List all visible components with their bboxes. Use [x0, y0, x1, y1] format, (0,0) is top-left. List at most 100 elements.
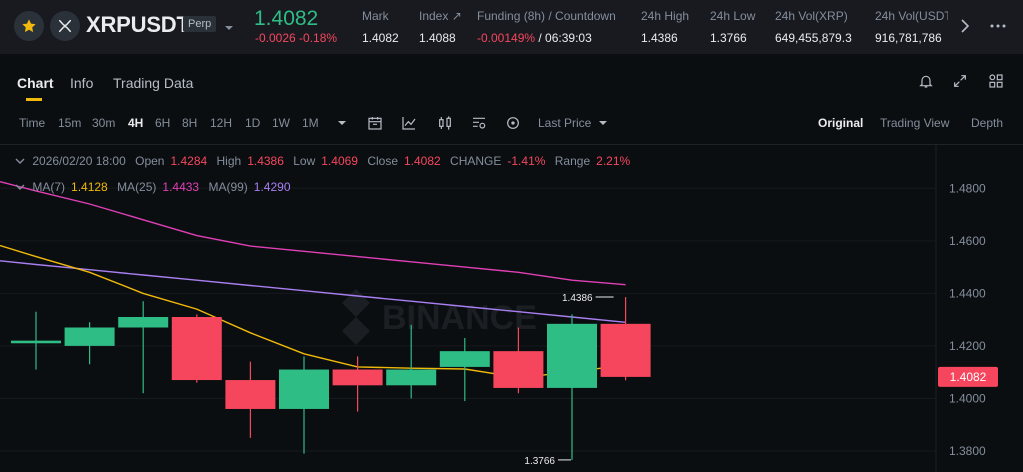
- candle-body: [386, 369, 437, 386]
- tab-chart[interactable]: Chart: [17, 75, 54, 91]
- more-button[interactable]: [984, 12, 1012, 40]
- candle-body: [332, 369, 383, 386]
- timeframe-1[interactable]: 15m: [58, 116, 82, 130]
- timeframe-0[interactable]: Time: [19, 116, 46, 130]
- candle-body: [547, 323, 597, 388]
- stats-next-button[interactable]: [955, 12, 975, 40]
- y-tick-label: 1.4200: [949, 339, 986, 353]
- timeframe-9[interactable]: 1M: [302, 116, 319, 130]
- indicators-button[interactable]: [400, 114, 418, 132]
- stat-6: 24h Vol(USDT) 916,781,786: [875, 9, 948, 45]
- candle-body: [493, 351, 544, 388]
- expand-icon: [954, 75, 966, 87]
- last-price: 1.4082: [254, 7, 319, 30]
- symbol-dropdown[interactable]: [224, 19, 234, 37]
- y-tick-label: 1.3800: [949, 444, 986, 458]
- contract-type-badge: Perp: [183, 16, 217, 32]
- xrp-icon: [58, 19, 72, 33]
- stat-5: 24h Vol(XRP) 649,455,879.3: [775, 9, 852, 45]
- candlestick-icon: [439, 116, 451, 130]
- watermark-logo: [342, 289, 370, 345]
- low-value: 1.4069: [321, 154, 358, 168]
- chevron-right-icon: [961, 19, 969, 33]
- alert-button[interactable]: [916, 71, 936, 91]
- tab-trading-data[interactable]: Trading Data: [113, 75, 194, 91]
- price-type-dropdown[interactable]: Last Price: [538, 116, 608, 130]
- bell-icon: [919, 75, 933, 88]
- chart-area[interactable]: BINANCE 1.4800 1.4600 1.4400 1.4200 1.4000 1.3…: [0, 145, 1023, 472]
- candle-body: [171, 317, 222, 381]
- high-value: 1.4386: [247, 154, 284, 168]
- ma99-value: 1.4290: [253, 180, 291, 194]
- ma7-label: MA(7): [32, 180, 66, 194]
- open-value: 1.4284: [170, 154, 208, 168]
- stat-label: Index ↗: [419, 9, 462, 23]
- view-option-0[interactable]: Original: [818, 116, 864, 130]
- timeframe-7[interactable]: 1D: [245, 116, 261, 130]
- ma99-label: MA(99): [208, 180, 248, 194]
- stat-value: -0.00149% / 06:39:03: [477, 31, 616, 45]
- stat-value-countdown: / 06:39:03: [535, 31, 592, 45]
- layout-button[interactable]: [986, 71, 1006, 91]
- low-label: Low: [293, 154, 316, 168]
- stat-label: 24h Vol(XRP): [775, 9, 848, 23]
- toolbar-divider: [0, 144, 1023, 145]
- timeframe-6[interactable]: 12H: [210, 116, 233, 130]
- change-label: CHANGE: [450, 154, 502, 168]
- current-price-label: 1.4082: [950, 370, 987, 384]
- chart-toolbar: Time 15m 30m 4H 6H 8H 12H 1D 1W 1M Last Price Ori…: [0, 108, 1023, 138]
- calendar-button[interactable]: [366, 114, 384, 132]
- stat-value: 1.4088: [419, 31, 462, 45]
- stat-4: 24h Low 1.3766: [710, 9, 755, 45]
- stat-value-main: 1.3766: [710, 31, 747, 45]
- view-option-2[interactable]: Depth: [971, 116, 1004, 130]
- chart-type-button[interactable]: [436, 114, 454, 132]
- stat-value: 649,455,879.3: [775, 31, 852, 45]
- stat-value: 1.4386: [641, 31, 689, 45]
- stat-value-main: 1.4088: [419, 31, 456, 45]
- fullscreen-button[interactable]: [950, 71, 970, 91]
- candle-body: [64, 327, 115, 346]
- timeframe-5[interactable]: 8H: [182, 116, 198, 130]
- chart-settings-button[interactable]: [470, 114, 488, 132]
- symbol-name[interactable]: XRPUSDT: [86, 12, 190, 37]
- candlestick-chart[interactable]: BINANCE 1.4800 1.4600 1.4400 1.4200 1.4000 1.3…: [0, 145, 1023, 472]
- stat-1: Index ↗ 1.4088: [419, 9, 462, 45]
- calendar-icon: [368, 117, 382, 130]
- ticker-header: XRPUSDT Perp 1.4082 -0.0026 -0.18% Mark 1…: [0, 0, 1023, 54]
- stat-3: 24h High 1.4386: [641, 9, 689, 45]
- candle-body: [279, 369, 329, 409]
- view-option-1[interactable]: Trading View: [880, 116, 950, 130]
- timeframe-4[interactable]: 6H: [155, 116, 171, 130]
- watermark-text: BINANCE: [382, 299, 537, 337]
- stat-value-main: -0.00149%: [477, 31, 536, 45]
- settings-list-icon: [473, 117, 486, 129]
- candle-body: [439, 351, 490, 367]
- high-label: High: [216, 154, 242, 168]
- timeframe-3[interactable]: 4H: [128, 116, 144, 130]
- ohlc-legend: 2026/02/20 18:00 Open 1.4284 High 1.4386 L…: [15, 154, 636, 168]
- favorite-button[interactable]: [14, 11, 44, 41]
- more-timeframes-dropdown[interactable]: [333, 114, 351, 132]
- template-button[interactable]: [504, 114, 522, 132]
- close-label: Close: [367, 154, 398, 168]
- collapse-chevron-icon[interactable]: [15, 157, 25, 165]
- target-icon: [507, 117, 519, 129]
- caret-down-icon: [598, 121, 607, 125]
- collapse-chevron-icon[interactable]: [15, 183, 25, 191]
- stat-value: 1.4082: [362, 31, 399, 45]
- stat-value: 1.3766: [710, 31, 755, 45]
- caret-down-icon: [338, 121, 346, 125]
- y-tick-label: 1.4600: [949, 234, 986, 248]
- y-tick-label: 1.4800: [949, 181, 986, 195]
- stat-label: 24h Vol(USDT): [875, 9, 948, 23]
- line-chart-icon: [402, 117, 416, 130]
- timeframe-2[interactable]: 30m: [92, 116, 116, 130]
- stat-label: Funding (8h) / Countdown: [477, 9, 616, 23]
- timeframe-8[interactable]: 1W: [272, 116, 290, 130]
- tab-info[interactable]: Info: [70, 75, 94, 91]
- stat-value-main: 916,781,786: [875, 31, 942, 45]
- low-marker-label: 1.3766: [524, 456, 555, 467]
- stat-2: Funding (8h) / Countdown -0.00149% / 06:3…: [477, 9, 616, 45]
- close-value: 1.4082: [404, 154, 441, 168]
